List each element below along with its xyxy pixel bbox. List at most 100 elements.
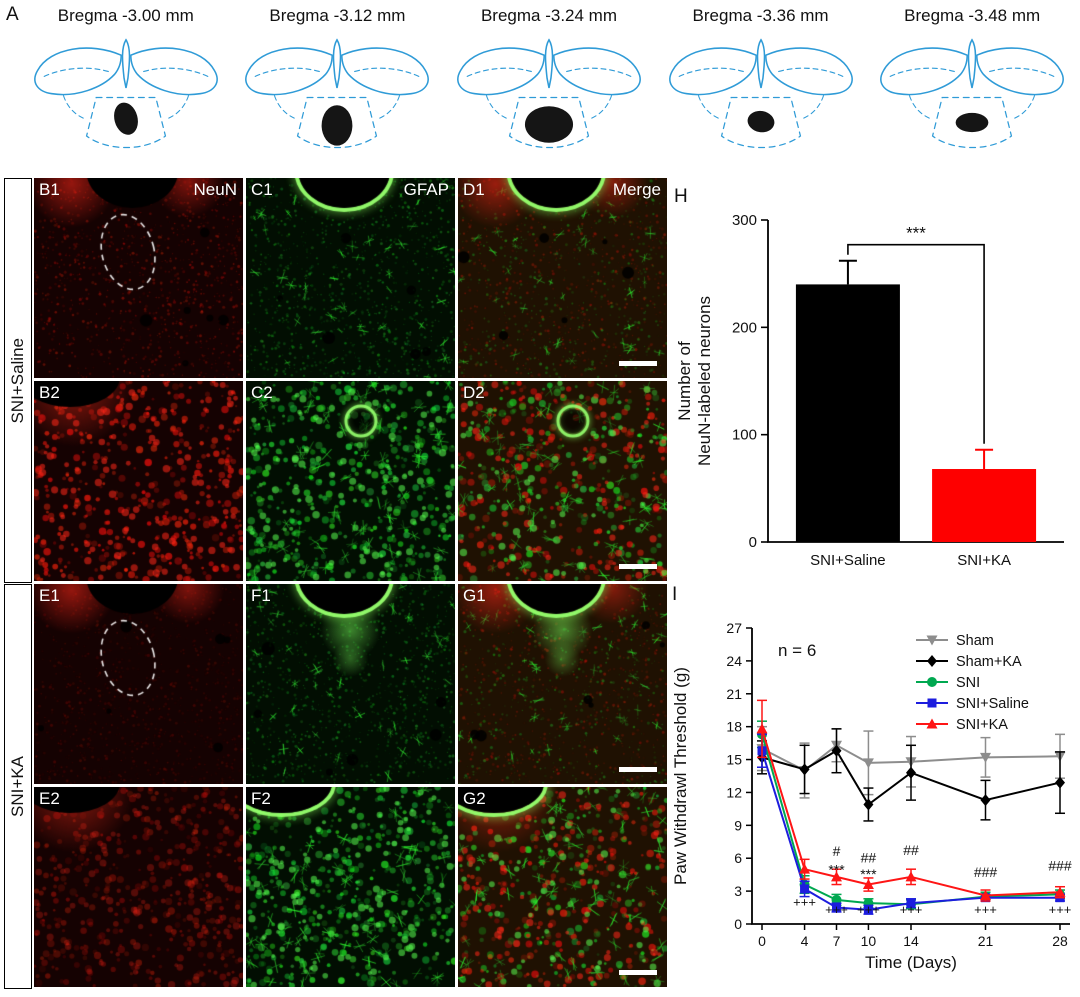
micrograph-F2 bbox=[246, 787, 455, 987]
h-ylabel: Number of bbox=[675, 341, 694, 421]
h-ytick-label: 0 bbox=[749, 534, 757, 551]
tile-corner-label: F2 bbox=[251, 789, 271, 808]
h-ytick-label: 100 bbox=[732, 427, 757, 444]
i-ytick-label: 0 bbox=[734, 916, 742, 932]
annotation: +++ bbox=[857, 902, 880, 917]
annotation: +++ bbox=[793, 894, 816, 909]
micrograph-C2 bbox=[246, 381, 455, 581]
i-xtick-label: 7 bbox=[833, 933, 841, 949]
atlas-item-0: Bregma -3.00 mm bbox=[20, 0, 232, 176]
h-ytick-label: 200 bbox=[732, 319, 757, 336]
tile-corner-label: E2 bbox=[39, 789, 60, 808]
annotation: ## bbox=[861, 850, 877, 866]
micro-tile-B2: B2 bbox=[34, 381, 243, 581]
micrograph-B1 bbox=[34, 178, 243, 378]
tile-corner-label: B2 bbox=[39, 383, 60, 402]
atlas-item-4: Bregma -3.48 mm bbox=[866, 0, 1078, 176]
brain-section-drawing bbox=[668, 38, 853, 149]
atlas-title: Bregma -3.00 mm bbox=[57, 6, 194, 25]
annotation: +++ bbox=[825, 902, 848, 917]
tile-corner-label: E1 bbox=[39, 586, 60, 605]
brain-section-drawing bbox=[457, 38, 641, 149]
tile-channel-label: NeuN bbox=[193, 180, 237, 199]
atlas-title: Bregma -3.24 mm bbox=[480, 6, 617, 25]
atlas-item-2: Bregma -3.24 mm bbox=[443, 0, 655, 176]
micro-tile-G2: G2 bbox=[458, 787, 667, 987]
i-xtick-label: 4 bbox=[801, 933, 809, 949]
annotation: *** bbox=[828, 862, 845, 878]
line-chart-paw-withdrawal: 0 3 6 9 12 15 18 21 24 27 0 4 7 10 14 21 28 Time (Days) Pa… bbox=[671, 620, 1072, 972]
i-xlabel: Time (Days) bbox=[865, 953, 957, 972]
i-ytick-label: 12 bbox=[726, 784, 742, 800]
i-n-note: n = 6 bbox=[778, 641, 816, 660]
annotation: +++ bbox=[974, 902, 997, 917]
micro-tile-D2: D2 bbox=[458, 381, 667, 581]
i-ytick-label: 9 bbox=[734, 817, 742, 833]
bar-SNI+KA bbox=[932, 469, 1037, 542]
h-ylabel: NeuN-labeled neurons bbox=[695, 296, 714, 466]
i-xtick-label: 14 bbox=[903, 933, 919, 949]
tile-corner-label: G1 bbox=[463, 586, 486, 605]
i-xtick-label: 28 bbox=[1052, 933, 1068, 949]
significance-stars: *** bbox=[906, 224, 926, 243]
i-ylabel: Paw Withdrawl Threshold (g) bbox=[671, 667, 690, 885]
scale-bar bbox=[619, 564, 657, 569]
tile-corner-label: D2 bbox=[463, 383, 485, 402]
tile-corner-label: G2 bbox=[463, 789, 486, 808]
group-label-text: SNI+KA bbox=[8, 756, 27, 817]
micro-tile-C2: C2 bbox=[246, 381, 455, 581]
annotation: # bbox=[833, 843, 841, 859]
tile-corner-label: F1 bbox=[251, 586, 271, 605]
legend-label-Sham: Sham bbox=[956, 633, 994, 649]
i-axes: 0 3 6 9 12 15 18 21 24 27 0 4 7 10 14 21 28 bbox=[726, 620, 1070, 949]
i-xtick-label: 10 bbox=[861, 933, 877, 949]
annotation: ### bbox=[974, 864, 998, 880]
brain-section-drawing bbox=[33, 38, 218, 149]
micro-tile-B1: B1 NeuN bbox=[34, 178, 243, 378]
i-ytick-label: 15 bbox=[726, 752, 742, 768]
tile-corner-label: C1 bbox=[251, 180, 273, 199]
legend-label-SNI+KA: SNI+KA bbox=[956, 717, 1008, 733]
series-SNI+KA bbox=[756, 699, 1066, 902]
tile-channel-label: Merge bbox=[612, 180, 661, 199]
micro-tile-G1: G1 bbox=[458, 584, 667, 784]
annotation: *** bbox=[860, 866, 877, 882]
i-ytick-label: 21 bbox=[726, 686, 742, 702]
annotation: ### bbox=[1048, 857, 1072, 873]
atlas-title: Bregma -3.36 mm bbox=[692, 6, 829, 25]
i-annotations: +++#***+++##***+++##+++###+++###+++ bbox=[793, 842, 1072, 917]
panel-h-label: H bbox=[674, 186, 688, 207]
i-xtick-label: 0 bbox=[758, 933, 766, 949]
h-bars bbox=[795, 259, 1037, 542]
i-xtick-label: 21 bbox=[978, 933, 994, 949]
annotation: ## bbox=[903, 842, 919, 858]
micrograph-E1 bbox=[34, 584, 243, 784]
micrograph-B2 bbox=[34, 381, 243, 581]
panel-i-label: I bbox=[672, 584, 678, 605]
i-legend: Sham Sham+KA SNI SNI+Saline SNI+KA bbox=[916, 633, 1029, 733]
atlas-item-1: Bregma -3.12 mm bbox=[232, 0, 444, 176]
micrograph-D1 bbox=[458, 178, 667, 378]
group-label-sni-saline: SNI+Saline bbox=[4, 178, 32, 583]
significance-bracket bbox=[847, 243, 985, 444]
tile-corner-label: B1 bbox=[39, 180, 60, 199]
legend-label-Sham+KA: Sham+KA bbox=[956, 654, 1022, 670]
annotation: +++ bbox=[1049, 902, 1072, 917]
lesion-blob bbox=[747, 110, 774, 133]
atlas-item-3: Bregma -3.36 mm bbox=[655, 0, 867, 176]
series-Sham+KA bbox=[757, 728, 1065, 822]
micro-tile-C1: C1 GFAP bbox=[246, 178, 455, 378]
micrograph-D2 bbox=[458, 381, 667, 581]
legend-label-SNI+Saline: SNI+Saline bbox=[956, 696, 1029, 712]
annotation: +++ bbox=[900, 902, 923, 917]
i-ytick-label: 18 bbox=[726, 719, 742, 735]
group-label-text: SNI+Saline bbox=[8, 337, 27, 424]
micrograph-G2 bbox=[458, 787, 667, 987]
bar-SNI+Saline bbox=[795, 284, 900, 542]
atlas-row: Bregma -3.00 mm Bregma -3.12 mm Bregma -3.… bbox=[20, 0, 1078, 176]
tile-corner-label: C2 bbox=[251, 383, 273, 402]
atlas-title: Bregma -3.12 mm bbox=[269, 6, 406, 25]
i-ytick-label: 3 bbox=[734, 883, 742, 899]
micrograph-C1 bbox=[246, 178, 455, 378]
h-category-label: SNI+Saline bbox=[810, 552, 885, 569]
